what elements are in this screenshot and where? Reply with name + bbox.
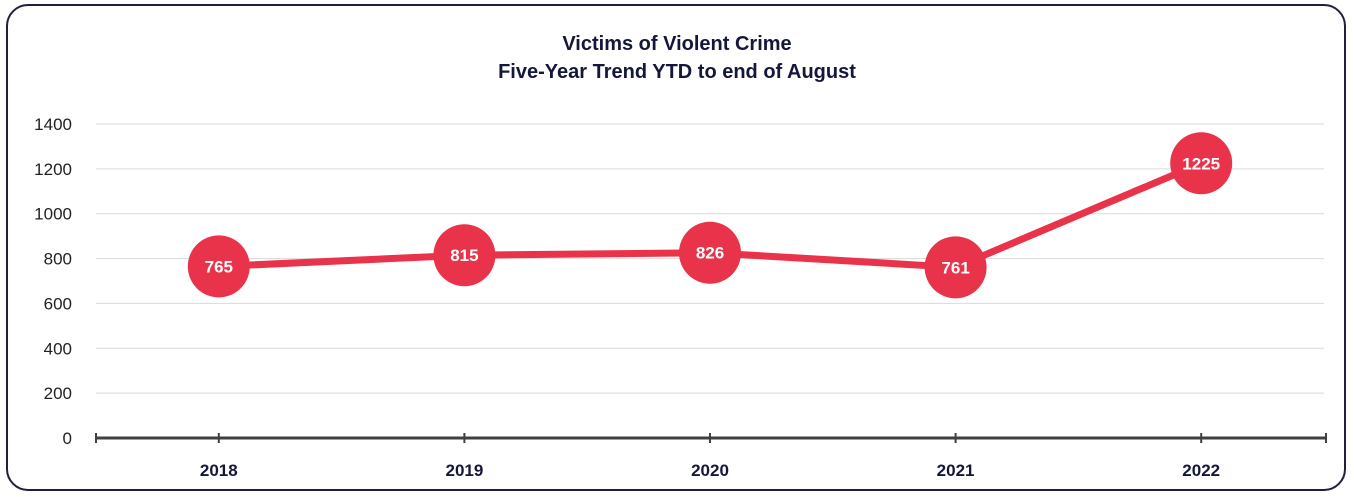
- x-tick-label-2018: 2018: [200, 461, 238, 480]
- chart-title-block: Victims of Violent Crime Five-Year Trend…: [0, 30, 1354, 86]
- y-tick-label-200: 200: [44, 384, 72, 403]
- data-point-2020: [679, 221, 741, 284]
- y-tick-label-1200: 1200: [34, 160, 72, 179]
- data-point-2022: [1170, 132, 1233, 195]
- y-tick-label-1400: 1400: [34, 115, 72, 134]
- data-label-2021: 761: [941, 258, 969, 277]
- data-label-2019: 815: [450, 246, 478, 265]
- data-label-2020: 826: [696, 244, 724, 263]
- x-tick-label-2022: 2022: [1182, 461, 1220, 480]
- y-tick-label-400: 400: [44, 339, 72, 358]
- data-point-2018: [187, 235, 250, 298]
- x-tick-label-2020: 2020: [691, 461, 729, 480]
- y-tick-label-0: 0: [63, 429, 72, 448]
- data-label-2022: 1225: [1182, 154, 1220, 173]
- x-tick-label-2019: 2019: [445, 461, 483, 480]
- y-tick-label-600: 600: [44, 294, 72, 313]
- chart-subtitle: Five-Year Trend YTD to end of August: [498, 61, 856, 83]
- y-tick-label-1000: 1000: [34, 205, 72, 224]
- y-tick-label-800: 800: [44, 250, 72, 269]
- data-point-2019: [433, 224, 496, 287]
- data-point-2021: [924, 236, 987, 299]
- chart-title: Victims of Violent Crime: [562, 33, 792, 55]
- data-label-2018: 765: [205, 257, 233, 276]
- x-tick-label-2021: 2021: [937, 461, 975, 480]
